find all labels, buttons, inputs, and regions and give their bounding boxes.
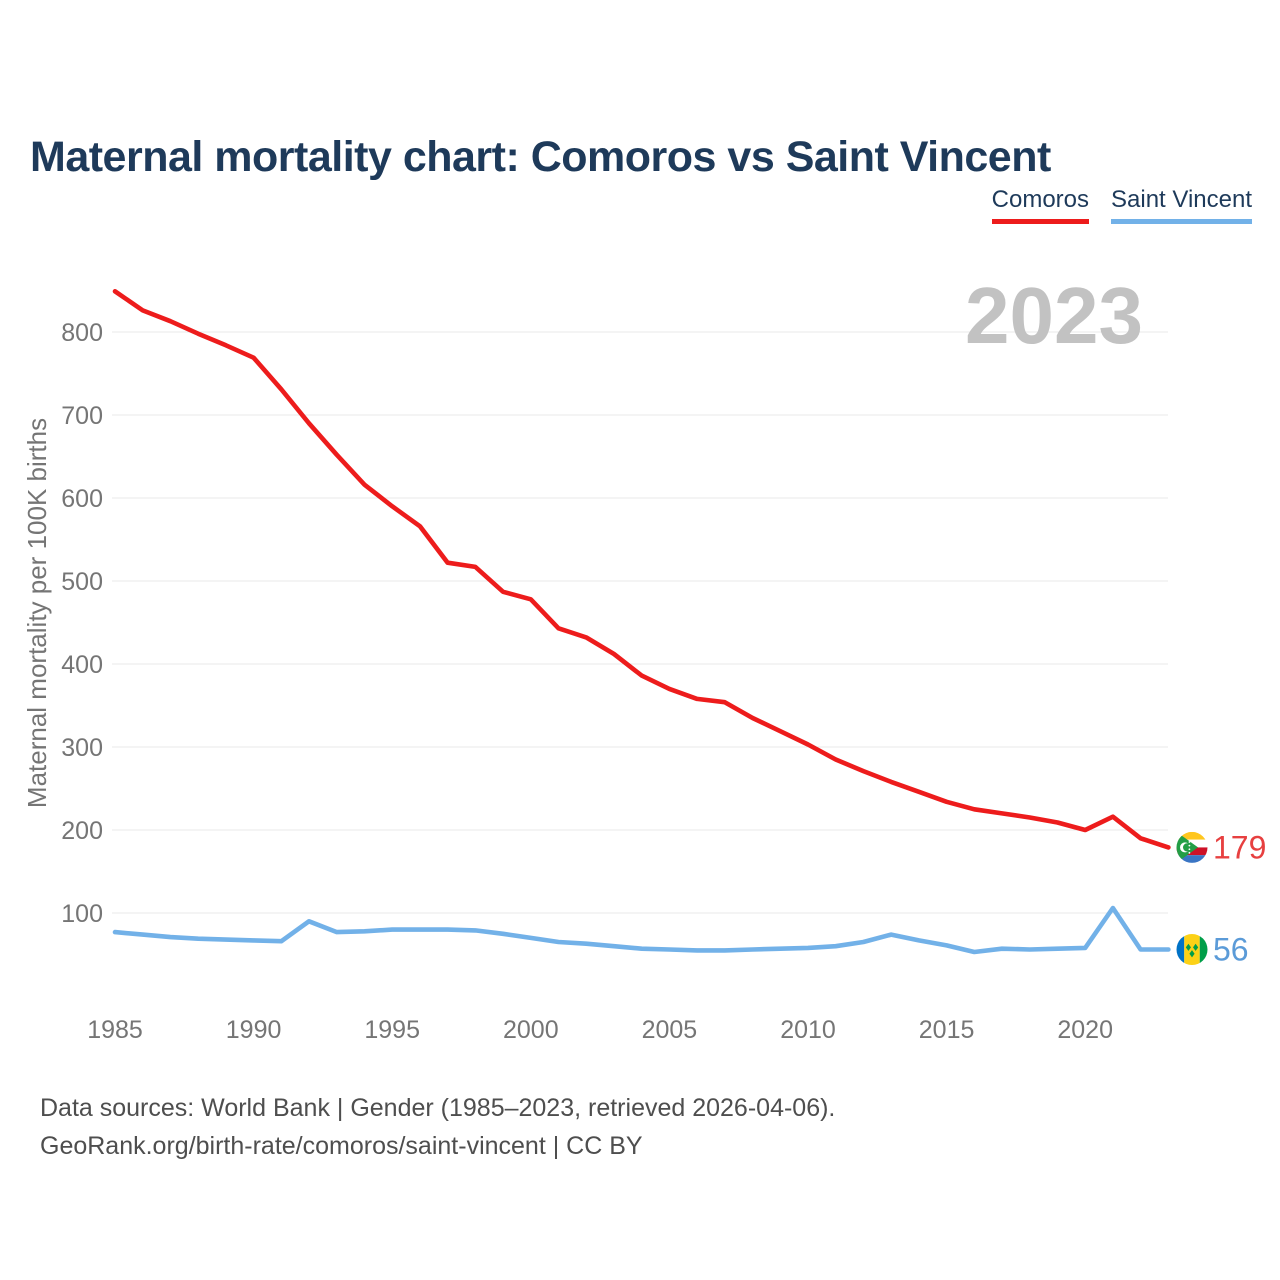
end-value-comoros: 179 — [1213, 829, 1266, 865]
legend-item-comoros[interactable]: Comoros — [991, 186, 1089, 224]
watermark-year: 2023 — [965, 271, 1143, 360]
gridlines — [112, 331, 1168, 914]
x-tick-label: 2015 — [919, 1016, 975, 1044]
x-axis-tick-labels: 1985 1990 1995 2000 2005 2010 2015 2020 — [87, 1016, 1113, 1044]
x-tick-label: 1985 — [87, 1016, 143, 1044]
y-tick-label: 300 — [61, 734, 103, 762]
y-tick-label: 800 — [61, 319, 103, 347]
series-lines — [112, 288, 1171, 955]
y-axis-tick-labels: 100 200 300 400 500 600 700 800 — [61, 319, 103, 928]
end-value-labels: 179 56 — [1213, 829, 1266, 967]
end-flag-icons — [1176, 831, 1208, 966]
legend-label-saint-vincent: Saint Vincent — [1111, 186, 1252, 213]
series-line-saint-vincent — [112, 905, 1171, 955]
footer-url: GeoRank.org/birth-rate/comoros/saint-vin… — [40, 1132, 643, 1160]
footer-sources: Data sources: World Bank | Gender (1985–… — [40, 1094, 836, 1122]
y-tick-label: 200 — [61, 817, 103, 845]
series-line-comoros — [112, 288, 1171, 850]
page-title: Maternal mortality chart: Comoros vs Sai… — [30, 132, 1051, 181]
x-tick-label: 1990 — [226, 1016, 282, 1044]
footer: Data sources: World Bank | Gender (1985–… — [40, 1089, 835, 1165]
legend: Comoros Saint Vincent — [991, 186, 1252, 224]
saint-vincent-flag-icon — [1176, 934, 1208, 966]
x-tick-label: 2010 — [780, 1016, 836, 1044]
y-tick-label: 100 — [61, 900, 103, 928]
y-tick-label: 500 — [61, 568, 103, 596]
legend-label-comoros: Comoros — [991, 186, 1089, 213]
y-axis-title: Maternal mortality per 100K births — [22, 418, 52, 808]
end-value-saint-vincent: 56 — [1213, 932, 1249, 968]
x-tick-label: 2000 — [503, 1016, 559, 1044]
legend-item-saint-vincent[interactable]: Saint Vincent — [1111, 186, 1252, 224]
x-tick-label: 2020 — [1057, 1016, 1113, 1044]
x-tick-label: 2005 — [642, 1016, 698, 1044]
y-tick-label: 400 — [61, 651, 103, 679]
y-tick-label: 600 — [61, 485, 103, 513]
x-tick-label: 1995 — [364, 1016, 420, 1044]
comoros-flag-icon — [1176, 831, 1208, 863]
y-tick-label: 700 — [61, 402, 103, 430]
